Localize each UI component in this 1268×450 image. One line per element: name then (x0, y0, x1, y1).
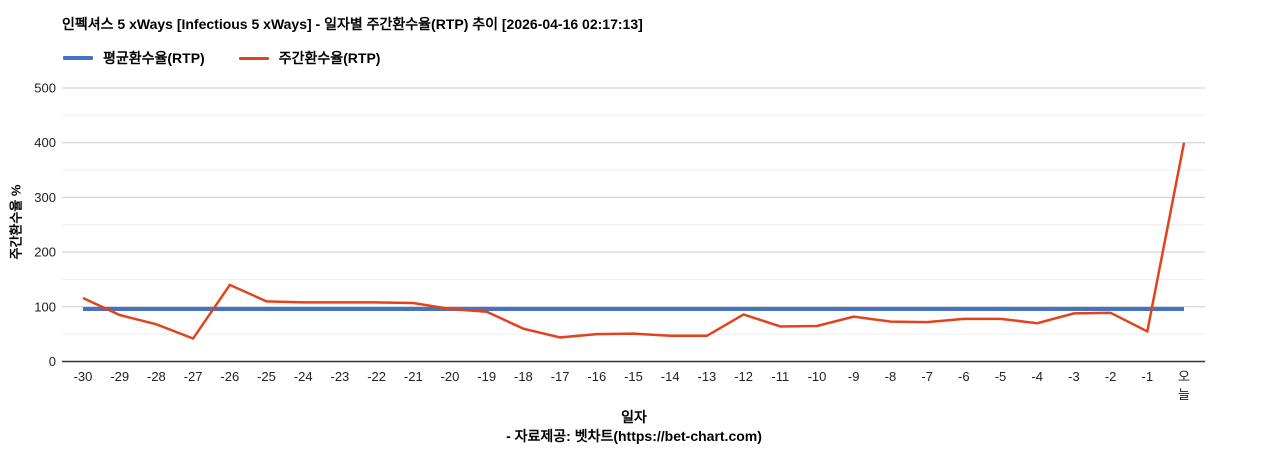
x-tick-label: -9 (848, 369, 860, 384)
weekly-rtp-line-swatch (238, 56, 269, 60)
x-tick-label: -29 (110, 369, 129, 384)
x-tick-label: -15 (624, 369, 643, 384)
x-tick-label: -20 (441, 369, 460, 384)
x-tick-label: -6 (958, 369, 970, 384)
x-tick-label: -1 (1142, 369, 1154, 384)
x-tick-label: -2 (1105, 369, 1117, 384)
x-tick-label: -14 (661, 369, 680, 384)
data-source-footer: - 자료제공: 벳차트(https://bet-chart.com) (506, 428, 762, 444)
x-tick-label: -13 (698, 369, 717, 384)
x-tick-label: -3 (1068, 369, 1080, 384)
x-tick-label: -8 (885, 369, 897, 384)
x-tick-label: -16 (587, 369, 606, 384)
x-tick-label: -5 (995, 369, 1007, 384)
legend-item-average-rtp: 평균환수율(RTP) (63, 48, 205, 68)
x-tick-label: -30 (74, 369, 93, 384)
legend-item-weekly-rtp: 주간환수율(RTP) (238, 48, 381, 68)
x-tick-label: -21 (404, 369, 423, 384)
y-tick-label: 400 (34, 135, 56, 150)
x-tick-label: -25 (257, 369, 276, 384)
series-line-주간환수율(RTP) (82, 142, 1186, 341)
x-tick-label: -22 (367, 369, 386, 384)
y-tick-label: 0 (49, 354, 56, 369)
x-tick-label: -7 (921, 369, 933, 384)
y-tick-label: 200 (34, 245, 56, 260)
x-tick-label: -12 (734, 369, 753, 384)
chart-title: 인펙셔스 5 xWays [Infectious 5 xWays] - 일자별 … (62, 16, 643, 32)
x-tick-label: -23 (331, 369, 350, 384)
x-tick-label: -4 (1031, 369, 1043, 384)
x-tick-label: -11 (771, 369, 789, 384)
average-rtp-line-swatch (63, 56, 93, 60)
x-tick-label: -28 (147, 369, 166, 384)
x-tick-label: -17 (551, 369, 570, 384)
y-tick-label: 100 (34, 299, 56, 314)
x-tick-label: -26 (220, 369, 239, 384)
x-tick-label: -24 (294, 369, 313, 384)
y-tick-label: 300 (34, 190, 56, 205)
legend-label-average-rtp: 평균환수율(RTP) (103, 50, 205, 66)
x-tick-label: -18 (514, 369, 533, 384)
x-tick-label: -19 (477, 369, 496, 384)
legend: 평균환수율(RTP) 주간환수율(RTP) (63, 48, 380, 68)
y-tick-label: 500 (34, 81, 56, 96)
x-tick-label: -10 (808, 369, 827, 384)
x-tick-label: -27 (184, 369, 203, 384)
x-axis-title: 일자 (621, 409, 647, 425)
legend-label-weekly-rtp: 주간환수율(RTP) (278, 50, 381, 66)
